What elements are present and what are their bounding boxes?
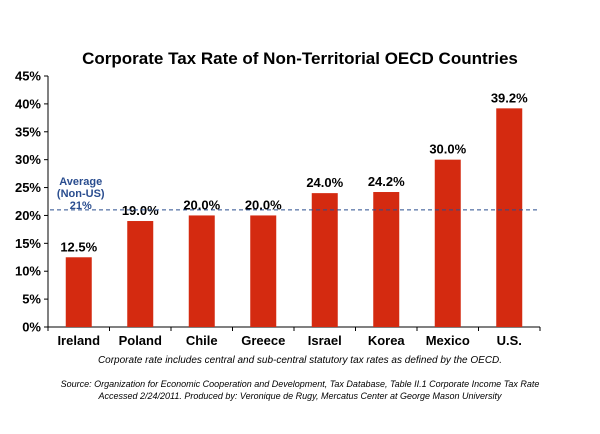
source-line-1: Source: Organization for Economic Cooper… xyxy=(60,379,540,389)
average-label: Average xyxy=(59,176,102,188)
bar-ireland xyxy=(65,257,92,327)
average-label: 21% xyxy=(70,200,92,212)
chart-title: Corporate Tax Rate of Non-Territorial OE… xyxy=(82,49,518,68)
x-category-label: Greece xyxy=(241,333,285,348)
y-tick-label: 20% xyxy=(15,208,41,223)
bar-greece xyxy=(250,215,277,327)
bar-u-s xyxy=(496,108,523,328)
bar-value-label: 20.0% xyxy=(183,197,220,212)
x-category-label: Israel xyxy=(308,333,342,348)
x-category-label: Mexico xyxy=(426,333,470,348)
y-tick-label: 10% xyxy=(15,264,41,279)
rate-note: Corporate rate includes central and sub-… xyxy=(97,355,503,366)
bar-korea xyxy=(373,192,400,327)
bar-value-label: 24.2% xyxy=(368,174,405,189)
y-tick-label: 25% xyxy=(15,180,41,195)
y-tick-label: 45% xyxy=(15,69,41,84)
bar-poland xyxy=(127,221,154,327)
average-reference: Average(Non-US)21% xyxy=(50,176,540,212)
bar-value-label: 30.0% xyxy=(429,142,466,157)
bar-value-label: 12.5% xyxy=(60,239,97,254)
bar-value-label: 24.0% xyxy=(306,175,343,190)
y-tick-label: 0% xyxy=(22,320,41,335)
x-category-label: Ireland xyxy=(57,333,100,348)
y-tick-label: 30% xyxy=(15,152,41,167)
bar-mexico xyxy=(434,159,461,327)
y-tick-label: 40% xyxy=(15,96,41,111)
source-note: Source: Organization for Economic Cooper… xyxy=(0,378,600,402)
bar-chart: Corporate Tax Rate of Non-Territorial OE… xyxy=(15,49,541,348)
y-tick-label: 15% xyxy=(15,236,41,251)
y-tick-label: 35% xyxy=(15,124,41,139)
bar-value-label: 20.0% xyxy=(245,197,282,212)
bar-value-label: 39.2% xyxy=(491,90,528,105)
bar-israel xyxy=(311,193,338,327)
x-category-label: U.S. xyxy=(497,333,522,348)
chart-bars: 12.5% Ireland 19.0% Poland 20.0% Chile 20.0% Gr… xyxy=(57,90,528,348)
bar-value-label: 19.0% xyxy=(122,203,159,218)
y-tick-label: 5% xyxy=(22,292,41,307)
x-category-label: Korea xyxy=(368,333,406,348)
average-label: (Non-US) xyxy=(57,188,105,200)
source-line-2: Accessed 2/24/2011. Produced by: Veroniq… xyxy=(98,391,502,401)
x-category-label: Chile xyxy=(186,333,218,348)
x-category-label: Poland xyxy=(119,333,162,348)
bar-chile xyxy=(188,215,215,327)
